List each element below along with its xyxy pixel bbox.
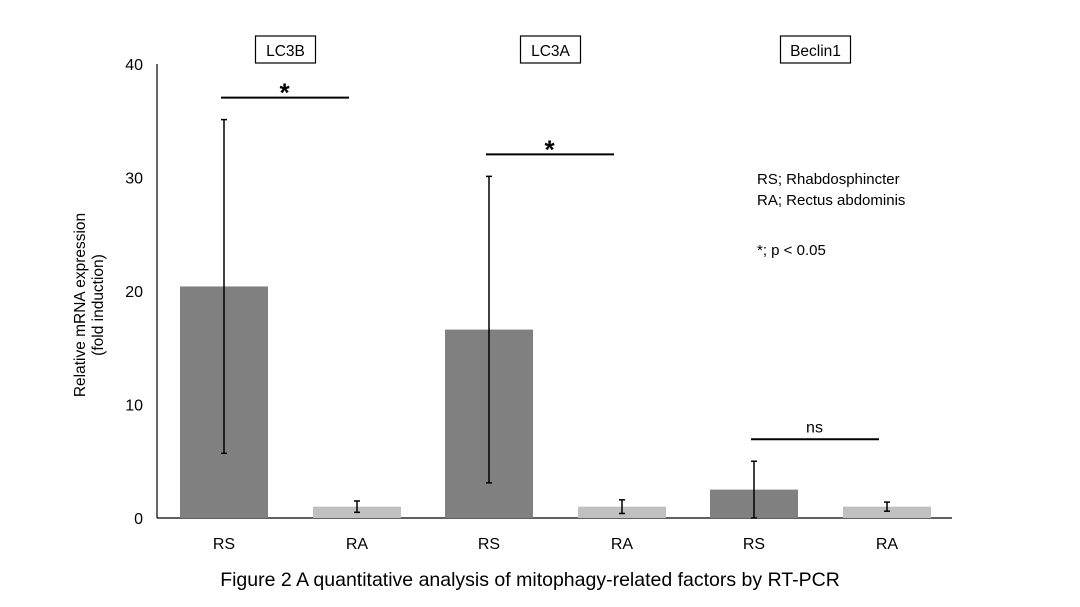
x-tick-label: RS	[478, 536, 500, 553]
group-label-lc3a: LC3A	[531, 43, 570, 60]
group-label-lc3b: LC3B	[266, 43, 305, 60]
x-tick-label: RA	[346, 536, 369, 553]
group-label-box	[254, 35, 317, 64]
significance-label: *	[279, 78, 290, 108]
y-axis-label: (fold induction)	[90, 254, 107, 356]
y-tick-label: 30	[125, 171, 143, 188]
error-bars	[221, 118, 890, 519]
y-tick-label: 20	[125, 284, 143, 301]
y-axis-label: Relative mRNA expression	[72, 213, 89, 397]
y-tick-label: 10	[125, 398, 143, 415]
x-tick-label: RS	[743, 536, 765, 553]
significance-label: *	[544, 134, 555, 164]
y-tick-label: 0	[134, 511, 143, 528]
legend-ra: RA; Rectus abdominis	[757, 192, 905, 209]
significance-label: ns	[806, 419, 823, 436]
legend-rs: RS; Rhabdosphincter	[757, 171, 900, 188]
figure-caption: Figure 2 A quantitative analysis of mito…	[220, 569, 840, 591]
group-label-beclin1: Beclin1	[790, 43, 841, 60]
bars	[180, 286, 931, 518]
labels: Relative mRNA expression (fold induction)…	[72, 35, 899, 553]
x-tick-label: RA	[611, 536, 634, 553]
bar-beclin1-ra	[843, 506, 931, 518]
legend-significance: *; p < 0.05	[757, 242, 826, 259]
group-label-box	[779, 35, 852, 64]
x-tick-label: RA	[876, 536, 899, 553]
y-tick-label: 40	[125, 57, 143, 74]
x-tick-label: RS	[213, 536, 235, 553]
axes: 0 10 20 30 40	[125, 57, 952, 528]
significance-markers: * * ns	[221, 78, 879, 441]
group-label-box	[519, 35, 582, 64]
legend: RS; Rhabdosphincter RA; Rectus abdominis *…	[757, 171, 905, 259]
